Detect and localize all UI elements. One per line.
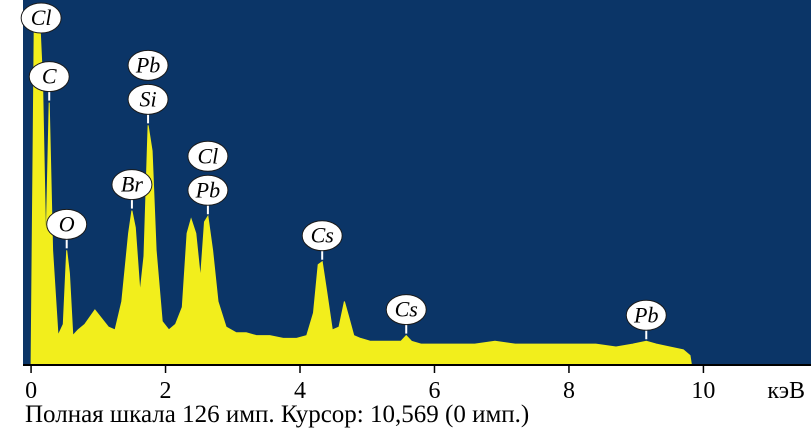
peak-label-cl: Cl xyxy=(197,143,218,168)
peak-label-cl: Cl xyxy=(31,5,52,30)
peak-label-bubble xyxy=(301,220,343,252)
x-tick-label: 2 xyxy=(160,378,172,404)
peak-label-bubble xyxy=(187,174,229,206)
peak-label-bubble xyxy=(385,294,427,326)
peak-label-bubble xyxy=(111,169,153,201)
peak-label-bubble xyxy=(187,140,229,172)
peak-label-bubble xyxy=(46,208,88,240)
x-tick-label: 6 xyxy=(428,378,440,404)
spectrum-area xyxy=(30,5,692,365)
peak-label-cs: Cs xyxy=(311,223,334,248)
peak-label-bubble xyxy=(127,49,169,81)
peak-label-o: O xyxy=(59,211,75,236)
peak-label-bubble xyxy=(625,299,667,331)
peak-label-pb: Pb xyxy=(135,52,160,77)
peak-label-c: C xyxy=(42,64,57,89)
x-tick-label: 4 xyxy=(294,378,306,404)
peak-label-bubble xyxy=(127,83,169,115)
peak-label-bubble xyxy=(20,2,62,34)
peak-label-cs: Cs xyxy=(395,297,418,322)
peak-label-pb: Pb xyxy=(195,177,220,202)
peak-label-bubble xyxy=(28,61,70,93)
peak-label-pb: Pb xyxy=(633,302,658,327)
x-tick-label: 8 xyxy=(563,378,575,404)
x-tick-label: 10 xyxy=(691,378,715,404)
peak-label-si: Si xyxy=(139,86,156,111)
status-footer: Полная шкала 126 имп. Курсор: 10,569 (0 … xyxy=(25,401,530,428)
peak-label-br: Br xyxy=(121,172,143,197)
x-unit-label: кэВ xyxy=(767,378,805,404)
x-tick-label: 0 xyxy=(25,378,37,404)
